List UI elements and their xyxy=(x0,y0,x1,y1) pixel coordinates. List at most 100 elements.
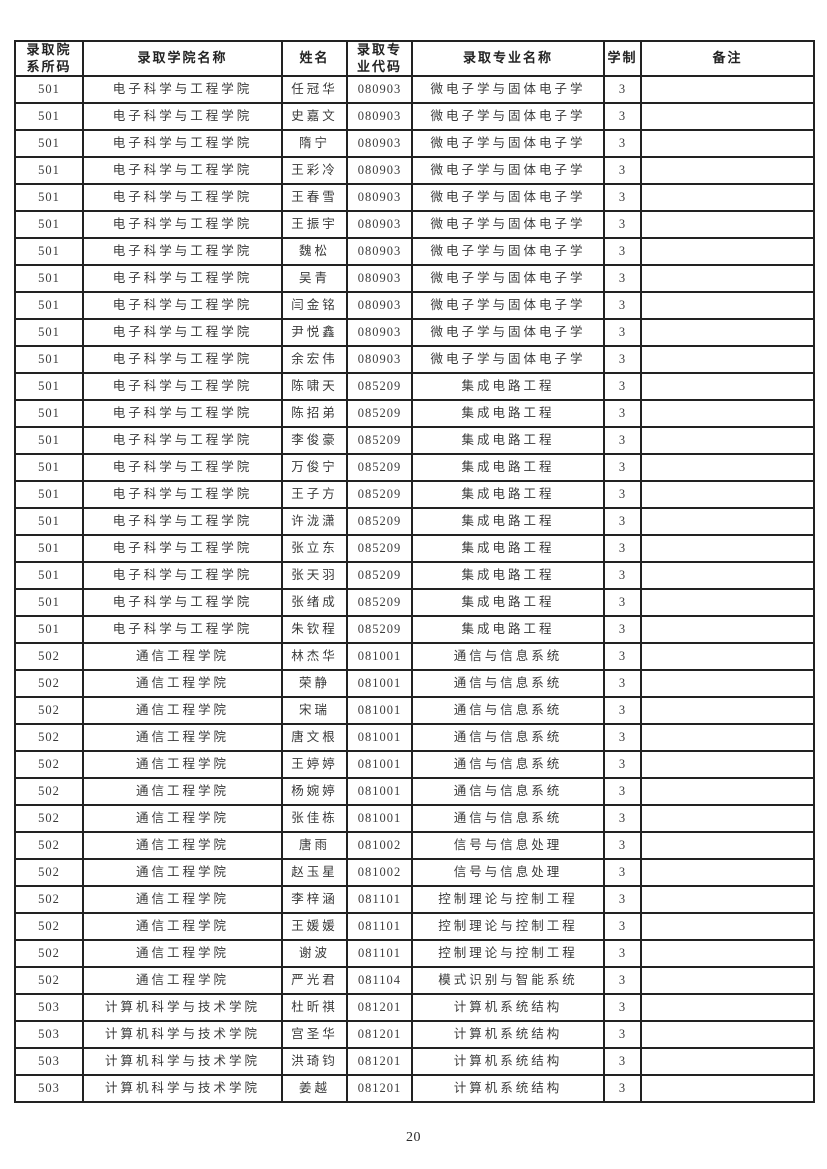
table-cell: 通信与信息系统 xyxy=(411,750,605,779)
table-cell: 万俊宁 xyxy=(281,453,348,482)
table-cell: 080903 xyxy=(346,102,413,131)
table-cell: 3 xyxy=(603,939,642,968)
table-cell: 通信与信息系统 xyxy=(411,696,605,725)
table-cell: 王彩冷 xyxy=(281,156,348,185)
table-cell xyxy=(640,993,815,1022)
table-cell: 通信工程学院 xyxy=(82,642,283,671)
table-cell xyxy=(640,777,815,806)
table-cell: 集成电路工程 xyxy=(411,372,605,401)
table-row: 502 通信工程学院 王婷婷 081001 通信与信息系统 3 xyxy=(14,750,815,779)
table-cell: 3 xyxy=(603,696,642,725)
table-cell: 502 xyxy=(14,858,84,887)
table-cell: 通信工程学院 xyxy=(82,831,283,860)
table-cell: 3 xyxy=(603,237,642,266)
table-cell: 微电子学与固体电子学 xyxy=(411,156,605,185)
table-cell xyxy=(640,696,815,725)
table-cell: 洪琦钧 xyxy=(281,1047,348,1076)
table-cell: 通信工程学院 xyxy=(82,750,283,779)
table-cell: 李俊豪 xyxy=(281,426,348,455)
table-cell xyxy=(640,588,815,617)
column-header-4: 录取专业名称 xyxy=(411,40,605,77)
table-cell: 3 xyxy=(603,858,642,887)
table-cell: 501 xyxy=(14,345,84,374)
table-cell: 电子科学与工程学院 xyxy=(82,426,283,455)
table-cell: 501 xyxy=(14,372,84,401)
table-cell xyxy=(640,750,815,779)
table-cell xyxy=(640,723,815,752)
table-cell: 朱钦程 xyxy=(281,615,348,644)
table-row: 501 电子科学与工程学院 陈啸天 085209 集成电路工程 3 xyxy=(14,372,815,401)
table-cell: 姜越 xyxy=(281,1074,348,1103)
table-cell: 081201 xyxy=(346,1020,413,1049)
table-row: 502 通信工程学院 赵玉星 081002 信号与信息处理 3 xyxy=(14,858,815,887)
table-cell: 通信与信息系统 xyxy=(411,669,605,698)
table-cell: 3 xyxy=(603,777,642,806)
table-cell xyxy=(640,264,815,293)
column-header-0: 录取院 系所码 xyxy=(14,40,84,77)
table-cell: 3 xyxy=(603,291,642,320)
table-cell: 余宏伟 xyxy=(281,345,348,374)
table-row: 502 通信工程学院 严光君 081104 模式识别与智能系统 3 xyxy=(14,966,815,995)
table-row: 501 电子科学与工程学院 王振宇 080903 微电子学与固体电子学 3 xyxy=(14,210,815,239)
table-cell: 王媛媛 xyxy=(281,912,348,941)
table-cell: 宫圣华 xyxy=(281,1020,348,1049)
table-cell: 微电子学与固体电子学 xyxy=(411,318,605,347)
table-cell: 通信工程学院 xyxy=(82,723,283,752)
table-cell: 通信与信息系统 xyxy=(411,777,605,806)
table-cell: 集成电路工程 xyxy=(411,507,605,536)
table-cell: 080903 xyxy=(346,183,413,212)
table-cell: 通信工程学院 xyxy=(82,696,283,725)
table-cell: 3 xyxy=(603,399,642,428)
table-row: 502 通信工程学院 杨婉婷 081001 通信与信息系统 3 xyxy=(14,777,815,806)
table-row: 501 电子科学与工程学院 王彩冷 080903 微电子学与固体电子学 3 xyxy=(14,156,815,185)
table-cell: 3 xyxy=(603,534,642,563)
table-cell: 501 xyxy=(14,237,84,266)
table-cell: 501 xyxy=(14,183,84,212)
table-cell: 李梓涵 xyxy=(281,885,348,914)
table-cell: 502 xyxy=(14,642,84,671)
table-cell: 3 xyxy=(603,723,642,752)
table-cell: 502 xyxy=(14,777,84,806)
admission-list-table: 录取院 系所码 录取学院名称 姓名 录取专 业代码 录取专业名称 学制 备注 501 电子科学… xyxy=(14,40,815,1103)
table-cell: 闫金铭 xyxy=(281,291,348,320)
table-cell xyxy=(640,372,815,401)
table-cell: 501 xyxy=(14,561,84,590)
table-cell: 080903 xyxy=(346,210,413,239)
table-cell xyxy=(640,183,815,212)
table-row: 501 电子科学与工程学院 吴青 080903 微电子学与固体电子学 3 xyxy=(14,264,815,293)
table-cell: 电子科学与工程学院 xyxy=(82,318,283,347)
table-cell: 502 xyxy=(14,669,84,698)
table-cell: 081001 xyxy=(346,642,413,671)
table-cell: 502 xyxy=(14,885,84,914)
table-cell: 501 xyxy=(14,129,84,158)
table-cell: 严光君 xyxy=(281,966,348,995)
table-cell xyxy=(640,507,815,536)
table-cell: 3 xyxy=(603,831,642,860)
table-cell xyxy=(640,318,815,347)
table-cell: 集成电路工程 xyxy=(411,453,605,482)
table-cell: 模式识别与智能系统 xyxy=(411,966,605,995)
table-cell: 集成电路工程 xyxy=(411,534,605,563)
table-cell: 微电子学与固体电子学 xyxy=(411,183,605,212)
table-cell xyxy=(640,615,815,644)
table-cell: 信号与信息处理 xyxy=(411,831,605,860)
table-cell: 085209 xyxy=(346,399,413,428)
table-cell: 081001 xyxy=(346,750,413,779)
table-cell: 080903 xyxy=(346,237,413,266)
table-cell: 502 xyxy=(14,723,84,752)
table-cell: 501 xyxy=(14,399,84,428)
table-cell: 080903 xyxy=(346,156,413,185)
table-cell: 3 xyxy=(603,264,642,293)
table-header-row: 录取院 系所码 录取学院名称 姓名 录取专 业代码 录取专业名称 学制 备注 xyxy=(14,40,815,77)
page-number: 20 xyxy=(406,1130,421,1145)
table-cell: 501 xyxy=(14,102,84,131)
table-cell: 3 xyxy=(603,750,642,779)
table-cell: 501 xyxy=(14,318,84,347)
table-body: 501 电子科学与工程学院 任冠华 080903 微电子学与固体电子学 3 501 电子科学与… xyxy=(14,75,815,1103)
table-cell: 081101 xyxy=(346,912,413,941)
table-cell: 502 xyxy=(14,804,84,833)
table-row: 501 电子科学与工程学院 闫金铭 080903 微电子学与固体电子学 3 xyxy=(14,291,815,320)
table-cell: 3 xyxy=(603,75,642,104)
table-row: 502 通信工程学院 谢波 081101 控制理论与控制工程 3 xyxy=(14,939,815,968)
